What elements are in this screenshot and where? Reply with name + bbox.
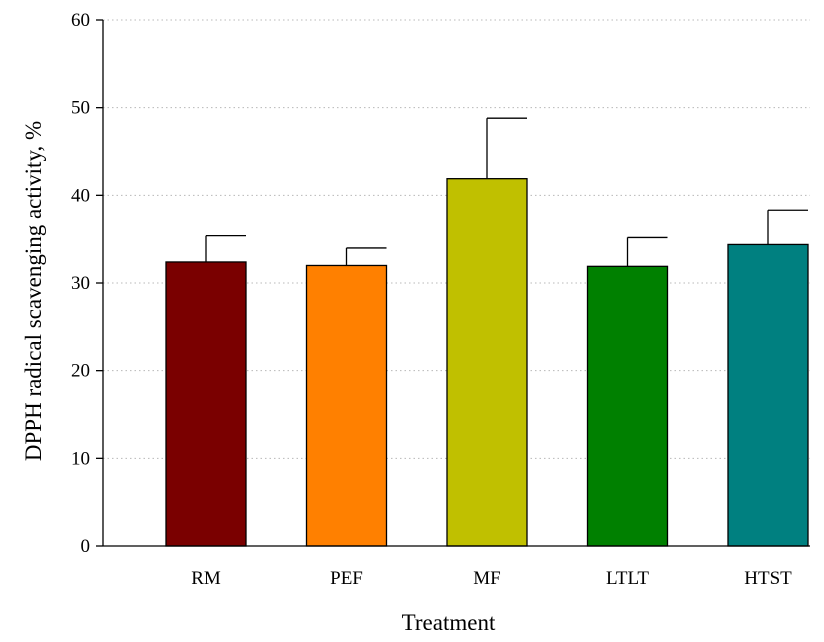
y-tick-label-20: 20 [71, 361, 90, 382]
bar-pef [305, 264, 388, 547]
y-tick-label-60: 60 [71, 10, 90, 31]
y-tick-label-50: 50 [71, 98, 90, 119]
y-axis-title: DPPH radical scavenging activity, % [21, 121, 46, 461]
y-tick-label-40: 40 [71, 185, 90, 206]
bar-htst [727, 243, 809, 547]
y-tick-label-30: 30 [71, 273, 90, 294]
bar-rm [165, 261, 247, 547]
ticks: 0 10 20 30 40 50 60 RM PEF MF LTLT HTST [71, 10, 792, 589]
x-axis-title: Treatment [402, 610, 496, 635]
x-tick-label-mf: MF [473, 568, 500, 589]
bar-ltlt [586, 265, 669, 547]
x-tick-label-pef: PEF [330, 568, 363, 589]
x-tick-label-htst: HTST [744, 568, 792, 589]
bar-mf [446, 178, 528, 547]
y-tick-label-0: 0 [81, 536, 91, 557]
bars [165, 117, 809, 547]
x-tick-label-ltlt: LTLT [606, 568, 649, 589]
x-tick-label-rm: RM [191, 568, 221, 589]
y-tick-label-10: 10 [71, 448, 90, 469]
